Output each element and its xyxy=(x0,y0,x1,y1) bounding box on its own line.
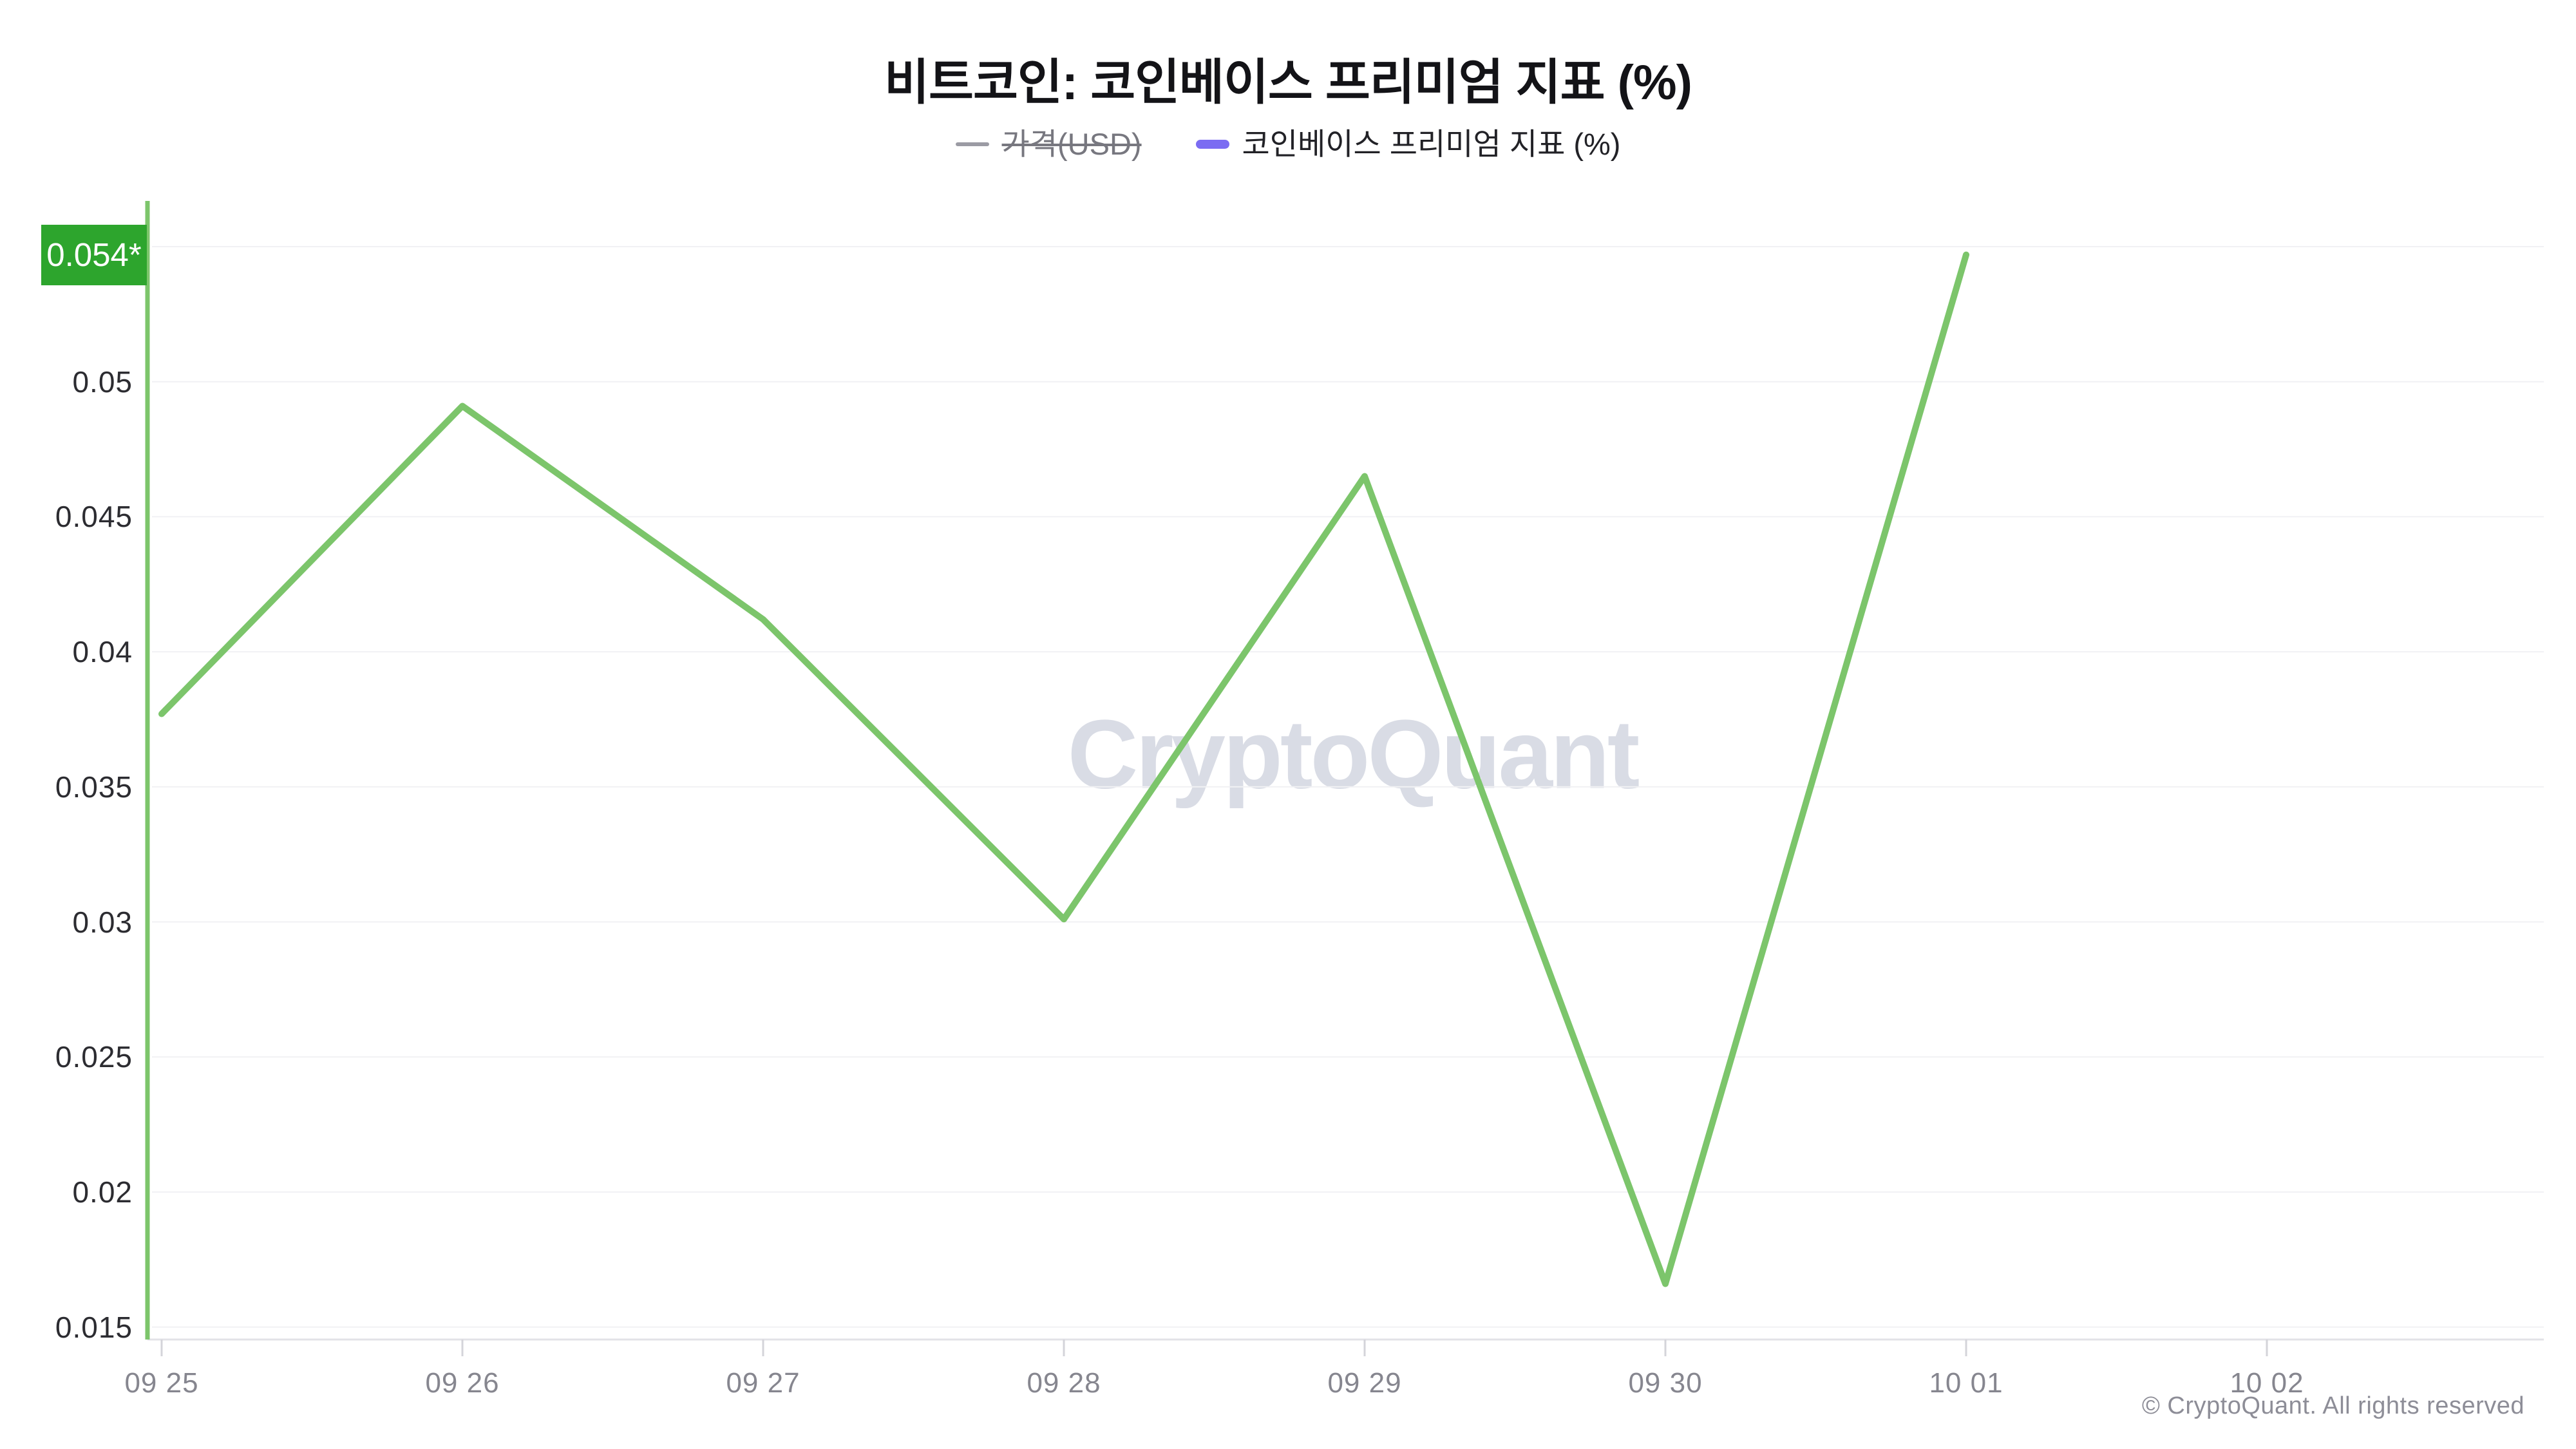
y-axis-label: 0.05 xyxy=(72,365,133,399)
premium-series-marker-icon xyxy=(1195,140,1229,149)
x-axis-label: 09 30 xyxy=(1628,1367,1703,1399)
legend-label-premium: 코인베이스 프리미엄 지표 (%) xyxy=(1242,127,1621,161)
chart-title: 비트코인: 코인베이스 프리미엄 지표 (%) xyxy=(884,55,1692,110)
legend: 가격(USD) 코인베이스 프리미엄 지표 (%) xyxy=(0,126,2576,162)
x-axis-label: 09 25 xyxy=(124,1367,199,1399)
x-axis-label: 10 02 xyxy=(2230,1367,2304,1399)
x-axis-label: 09 27 xyxy=(726,1367,800,1399)
y-axis-label: 0.03 xyxy=(72,905,133,939)
x-axis-label: 10 01 xyxy=(1929,1367,2003,1399)
x-axis-label: 09 29 xyxy=(1327,1367,1402,1399)
y-axis-label: 0.035 xyxy=(55,770,133,804)
y-axis-label: 0.015 xyxy=(55,1310,133,1344)
premium-series-line xyxy=(158,251,1969,1287)
legend-item-premium[interactable]: 코인베이스 프리미엄 지표 (%) xyxy=(1195,126,1621,162)
last-value-badge: 0.054* xyxy=(41,224,147,285)
y-axis-label: 0.045 xyxy=(55,500,133,534)
cryptoquant-watermark: CryptoQuant xyxy=(1067,699,1640,810)
y-axis-label: 0.04 xyxy=(72,635,133,669)
y-axis-label: 0.025 xyxy=(55,1040,133,1074)
x-axis-label: 09 28 xyxy=(1027,1367,1101,1399)
price-series-marker-icon xyxy=(955,142,989,147)
x-axis-label: 09 26 xyxy=(425,1367,500,1399)
legend-item-price[interactable]: 가격(USD) xyxy=(955,126,1142,162)
legend-label-price: 가격(USD) xyxy=(1001,127,1142,161)
y-axis-label: 0.02 xyxy=(72,1175,133,1209)
copyright: © CryptoQuant. All rights reserved xyxy=(2141,1392,2524,1419)
